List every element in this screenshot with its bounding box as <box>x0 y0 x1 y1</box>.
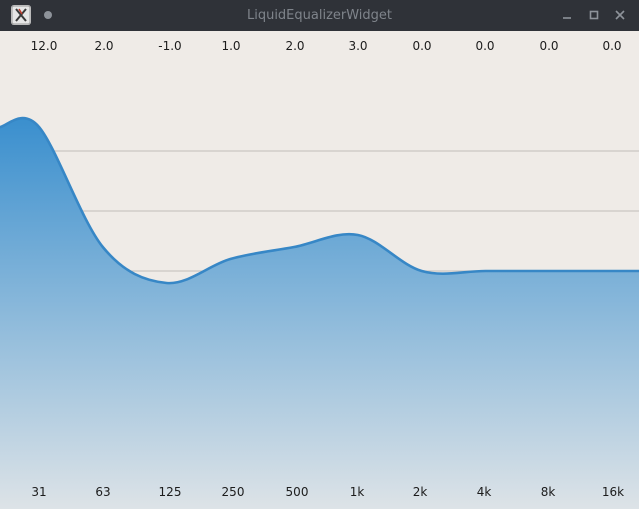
window-title: LiquidEqualizerWidget <box>246 8 393 23</box>
title-bar[interactable]: LiquidEqualizerWidget <box>0 0 639 31</box>
close-icon <box>615 10 625 20</box>
band-gain-label: 3.0 <box>348 39 368 53</box>
band-gain-label: -1.0 <box>158 39 182 53</box>
maximize-button[interactable] <box>584 5 604 25</box>
minimize-button[interactable] <box>557 5 577 25</box>
minimize-icon <box>563 17 571 19</box>
pin-icon[interactable] <box>44 11 52 19</box>
band-handle-1k[interactable] <box>352 229 364 241</box>
equalizer-curve-chart[interactable] <box>0 31 639 509</box>
close-button[interactable] <box>610 5 630 25</box>
maximize-icon <box>589 10 599 20</box>
band-gain-label: 0.0 <box>539 39 559 53</box>
band-frequency-label: 4k <box>476 485 492 499</box>
band-frequency-label: 500 <box>285 485 309 499</box>
band-handle-250[interactable] <box>224 253 236 265</box>
band-gain-label: 2.0 <box>94 39 114 53</box>
band-frequency-label: 16k <box>601 485 625 499</box>
band-handle-125[interactable] <box>161 277 173 289</box>
band-gain-label: 0.0 <box>475 39 495 53</box>
curve-line <box>0 116 639 285</box>
band-handle-500[interactable] <box>288 241 300 253</box>
band-gain-label: 0.0 <box>602 39 622 53</box>
band-gain-label: 2.0 <box>285 39 305 53</box>
band-frequency-label: 2k <box>412 485 428 499</box>
band-handle-63[interactable] <box>97 241 109 253</box>
band-frequency-label: 1k <box>349 485 365 499</box>
band-frequency-label: 125 <box>158 485 182 499</box>
curve-area-fill <box>0 118 639 509</box>
band-gain-label: 0.0 <box>412 39 432 53</box>
band-handle-31[interactable] <box>33 121 45 133</box>
band-handle-4k[interactable] <box>479 265 491 277</box>
band-handle-2k[interactable] <box>416 265 428 277</box>
band-handle-8k[interactable] <box>543 265 555 277</box>
band-gain-label: 12.0 <box>30 39 58 53</box>
band-frequency-label: 8k <box>540 485 556 499</box>
band-frequency-label: 63 <box>95 485 111 499</box>
equalizer-canvas[interactable]: 12.0 31 2.0 63 -1.0 125 1.0 250 2.0 500 3.0 1k 0.0 2k… <box>0 31 639 509</box>
band-handle-16k[interactable] <box>607 265 619 277</box>
band-gain-label: 1.0 <box>221 39 241 53</box>
band-frequency-label: 250 <box>221 485 245 499</box>
app-icon[interactable] <box>11 5 31 25</box>
band-frequency-label: 31 <box>31 485 47 499</box>
